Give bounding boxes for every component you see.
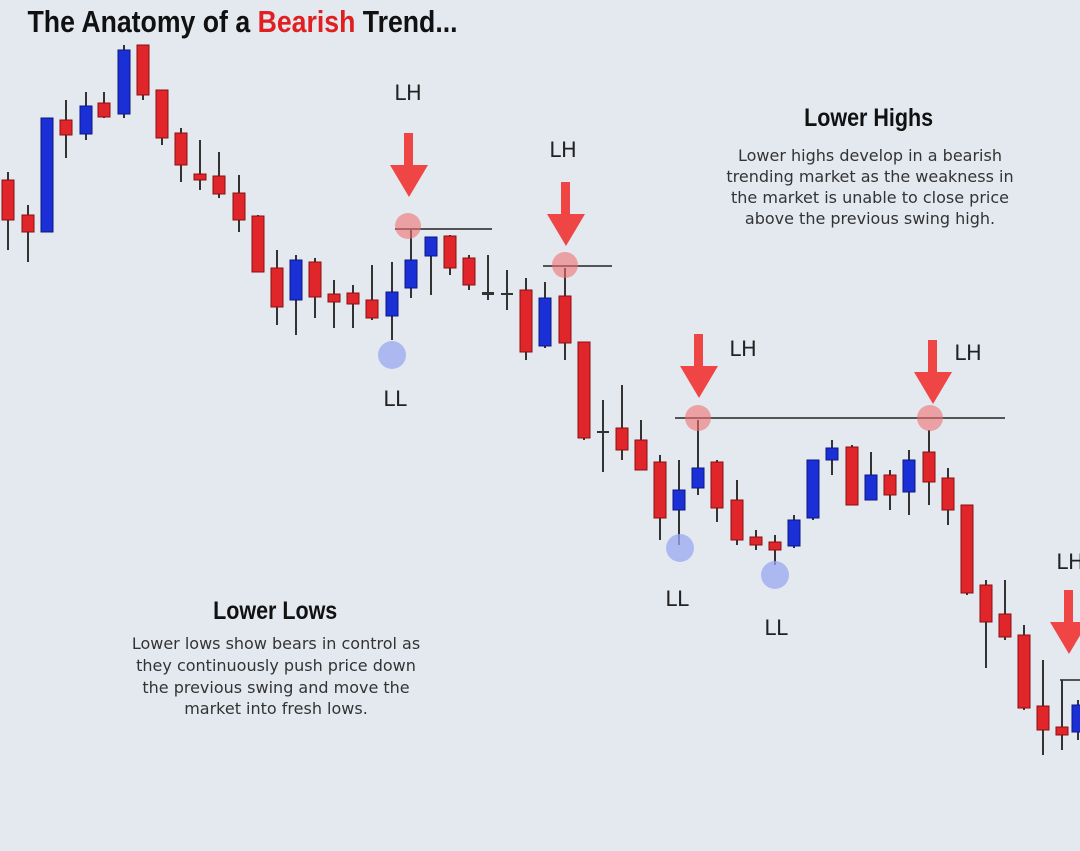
- swing-high-marker: [395, 213, 421, 239]
- ll-label: LL: [665, 587, 689, 611]
- arrows: [390, 133, 1080, 654]
- arrow: [914, 340, 952, 404]
- note-line: the market is unable to close price: [731, 188, 1009, 207]
- note-line: Lower lows show bears in control as: [132, 634, 420, 653]
- swing-high-marker: [917, 405, 943, 431]
- note-line: they continuously push price down: [136, 656, 416, 675]
- title: The Anatomy of a Bearish Trend...: [28, 5, 458, 39]
- note-line: Lower highs develop in a bearish: [738, 146, 1002, 165]
- ll-label: LL: [764, 616, 788, 640]
- note-heading: Lower Lows: [213, 596, 337, 624]
- note-line: trending market as the weakness in: [726, 167, 1013, 186]
- bullish-candles: [40, 49, 1080, 733]
- note-line: market into fresh lows.: [184, 699, 368, 718]
- lh-label: LH: [954, 341, 982, 365]
- arrow: [547, 182, 585, 246]
- lh-label: LH: [394, 81, 422, 105]
- arrow: [680, 334, 718, 398]
- swing-low-marker: [666, 534, 694, 562]
- swing-high-marker: [552, 252, 578, 278]
- swing-high-marker: [685, 405, 711, 431]
- lh-label: LH: [729, 337, 757, 361]
- swing-low-markers: [378, 341, 789, 589]
- note-line: the previous swing and move the: [142, 678, 409, 697]
- note-line: above the previous swing high.: [745, 209, 995, 228]
- lh-label: LH: [549, 138, 577, 162]
- title-prefix: The Anatomy of a: [28, 5, 258, 39]
- bearish-candles: [1, 44, 1069, 736]
- note-heading: Lower Highs: [804, 103, 933, 131]
- title-highlight: Bearish: [258, 5, 356, 39]
- title-suffix: Trend...: [355, 5, 457, 39]
- ll-label: LL: [383, 387, 407, 411]
- swing-low-marker: [761, 561, 789, 589]
- swing-low-marker: [378, 341, 406, 369]
- arrow: [1050, 590, 1080, 654]
- arrow: [390, 133, 428, 197]
- lh-label: LH: [1056, 550, 1080, 574]
- swing-high-markers: [395, 213, 943, 431]
